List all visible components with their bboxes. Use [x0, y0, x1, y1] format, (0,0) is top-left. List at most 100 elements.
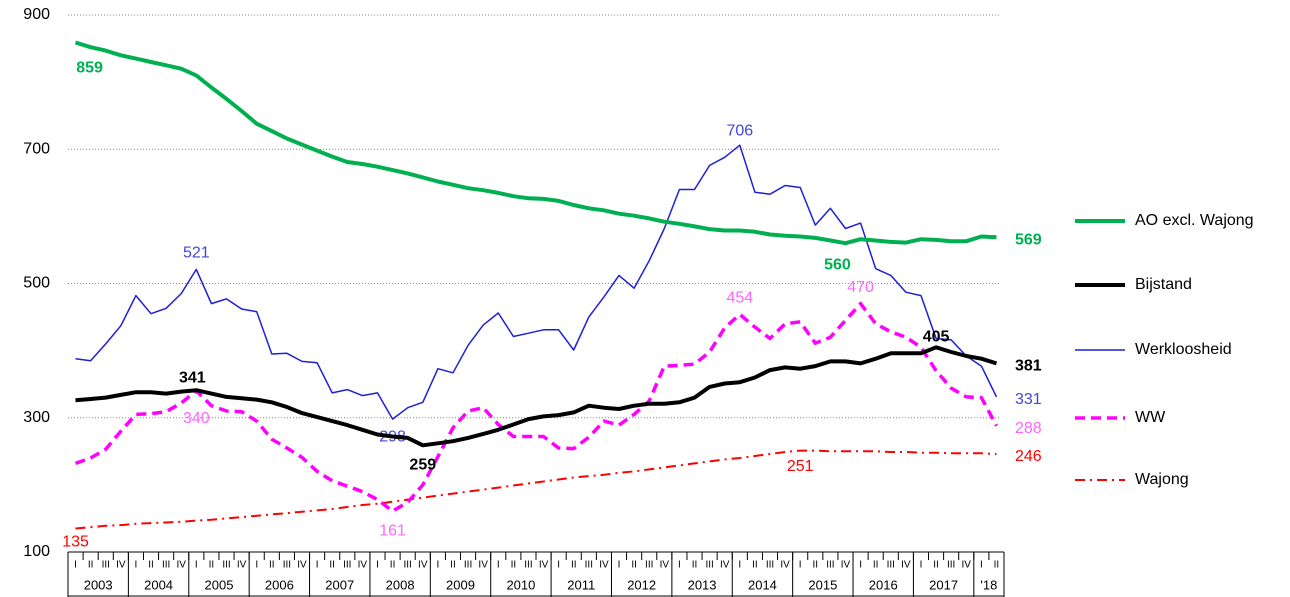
x-tick-label: I — [255, 560, 258, 571]
series-line — [75, 345, 998, 448]
x-tick-label: I — [799, 560, 802, 571]
series-line — [75, 449, 997, 530]
data-label: 859 — [76, 60, 103, 77]
x-tick-label: I — [497, 560, 500, 571]
data-label: 706 — [726, 122, 753, 139]
legend-label: Werkloosheid — [1135, 341, 1232, 358]
x-tick-label: II — [148, 560, 154, 571]
x-tick-label: III — [947, 560, 955, 571]
x-tick-label: I — [135, 560, 138, 571]
x-tick-label: II — [390, 560, 396, 571]
x-tick-label: I — [859, 560, 862, 571]
x-tick-label: III — [524, 560, 532, 571]
x-tick-label: IV — [237, 560, 247, 571]
series-line — [75, 144, 998, 420]
year-label: 2005 — [205, 577, 234, 592]
x-tick-label: II — [933, 560, 939, 571]
year-label: 2010 — [506, 577, 535, 592]
x-tick-label: III — [404, 560, 412, 571]
data-label: 135 — [62, 534, 89, 551]
year-label: 2013 — [688, 577, 717, 592]
data-label: 259 — [409, 456, 436, 473]
x-tick-label: IV — [660, 560, 670, 571]
x-tick-label: IV — [478, 560, 488, 571]
x-tick-label: IV — [418, 560, 428, 571]
data-label: 405 — [923, 328, 950, 345]
year-label: 2006 — [265, 577, 294, 592]
x-tick-label: III — [826, 560, 834, 571]
x-tick-label: III — [162, 560, 170, 571]
data-label: 161 — [379, 522, 406, 539]
year-label: 2008 — [386, 577, 415, 592]
end-label: 569 — [1015, 231, 1042, 248]
x-tick-label: II — [450, 560, 456, 571]
year-label: 2009 — [446, 577, 475, 592]
x-tick-label: IV — [539, 560, 549, 571]
year-label: 2003 — [84, 577, 113, 592]
x-tick-label: II — [631, 560, 637, 571]
x-tick-label: III — [766, 560, 774, 571]
data-label: 560 — [824, 256, 851, 273]
year-label: '18 — [980, 577, 997, 592]
x-tick-label: II — [994, 560, 1000, 571]
x-tick-label: III — [343, 560, 351, 571]
x-tick-label: I — [557, 560, 560, 571]
series-line — [74, 40, 997, 246]
year-label: 2014 — [748, 577, 777, 592]
data-label: 454 — [726, 290, 753, 307]
x-tick-label: I — [436, 560, 439, 571]
legend-label: Wajong — [1135, 471, 1189, 488]
x-tick-label: IV — [901, 560, 911, 571]
y-tick-label: 100 — [23, 543, 50, 560]
x-tick-label: I — [678, 560, 681, 571]
x-tick-label: II — [209, 560, 215, 571]
x-tick-label: IV — [720, 560, 730, 571]
x-tick-label: I — [195, 560, 198, 571]
x-tick-label: I — [376, 560, 379, 571]
x-tick-label: II — [329, 560, 335, 571]
x-tick-label: III — [645, 560, 653, 571]
y-tick-label: 700 — [23, 140, 50, 157]
year-label: 2012 — [627, 577, 656, 592]
x-tick-label: I — [618, 560, 621, 571]
legend-label: Bijstand — [1135, 276, 1192, 293]
x-tick-label: I — [316, 560, 319, 571]
x-tick-label: IV — [599, 560, 609, 571]
year-label: 2004 — [144, 577, 173, 592]
x-tick-label: III — [102, 560, 110, 571]
x-tick-label: I — [920, 560, 923, 571]
year-label: 2015 — [808, 577, 837, 592]
end-label: 288 — [1015, 420, 1042, 437]
x-tick-label: III — [887, 560, 895, 571]
x-tick-label: IV — [780, 560, 790, 571]
x-tick-label: II — [873, 560, 879, 571]
y-tick-label: 500 — [23, 275, 50, 292]
x-tick-label: III — [283, 560, 291, 571]
y-tick-label: 300 — [23, 409, 50, 426]
year-label: 2007 — [325, 577, 354, 592]
x-tick-label: IV — [176, 560, 186, 571]
data-label: 470 — [847, 279, 874, 296]
x-tick-label: II — [692, 560, 698, 571]
x-tick-label: III — [222, 560, 230, 571]
x-tick-label: IV — [841, 560, 851, 571]
end-label: 331 — [1015, 391, 1042, 408]
x-tick-label: IV — [297, 560, 307, 571]
data-label: 341 — [179, 369, 206, 386]
x-tick-label: II — [88, 560, 94, 571]
x-tick-label: I — [980, 560, 983, 571]
x-tick-label: III — [705, 560, 713, 571]
x-tick-label: II — [752, 560, 758, 571]
x-tick-label: IV — [358, 560, 368, 571]
x-tick-label: IV — [116, 560, 126, 571]
x-tick-label: II — [813, 560, 819, 571]
year-label: 2016 — [869, 577, 898, 592]
y-tick-label: 900 — [23, 6, 50, 23]
x-tick-label: II — [571, 560, 577, 571]
x-tick-label: II — [269, 560, 275, 571]
year-label: 2017 — [929, 577, 958, 592]
legend-label: WW — [1135, 409, 1166, 426]
x-tick-label: I — [74, 560, 77, 571]
x-tick-label: II — [511, 560, 517, 571]
